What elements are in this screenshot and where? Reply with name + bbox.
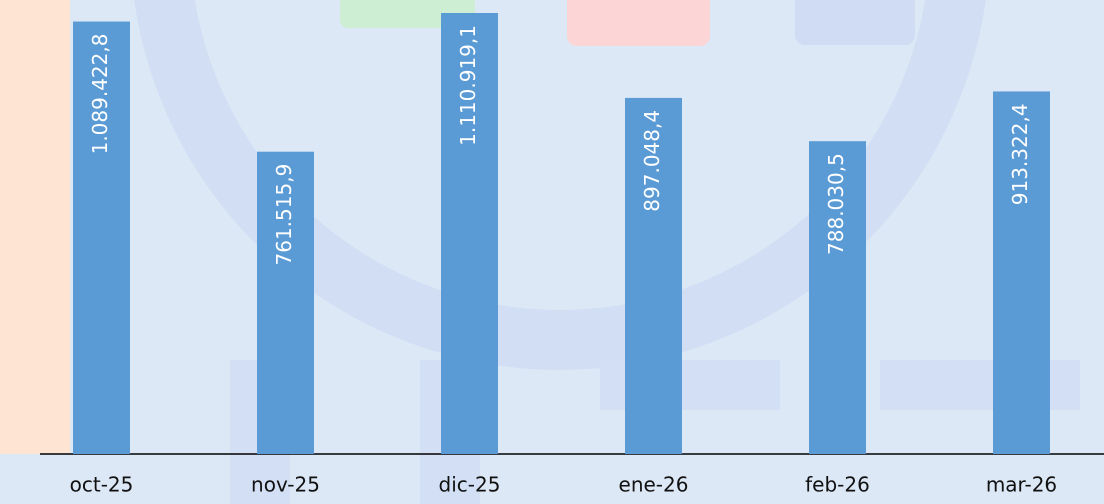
x-tick-label: feb-26 <box>805 473 870 497</box>
value-label: 913.322,4 <box>1008 103 1032 205</box>
watermark-arc <box>134 0 986 370</box>
value-label: 1.089.422,8 <box>88 34 112 155</box>
side-strip <box>0 0 70 454</box>
bar <box>73 21 130 454</box>
x-tick-label: dic-25 <box>439 473 501 497</box>
value-label: 788.030,5 <box>824 153 848 255</box>
x-tick-label: nov-25 <box>251 473 320 497</box>
bar <box>625 97 682 454</box>
value-label: 761.515,9 <box>272 164 296 266</box>
bar <box>441 13 498 454</box>
bar <box>257 151 314 455</box>
x-tick-label: ene-26 <box>619 473 689 497</box>
bar <box>809 141 866 454</box>
bar <box>993 91 1050 454</box>
x-tick-label: mar-26 <box>986 473 1057 497</box>
watermark-shape <box>567 0 710 46</box>
watermark-shape <box>795 0 915 45</box>
x-tick-label: oct-25 <box>70 473 134 497</box>
value-label: 897.048,4 <box>640 110 664 212</box>
value-label: 1.110.919,1 <box>456 25 480 146</box>
